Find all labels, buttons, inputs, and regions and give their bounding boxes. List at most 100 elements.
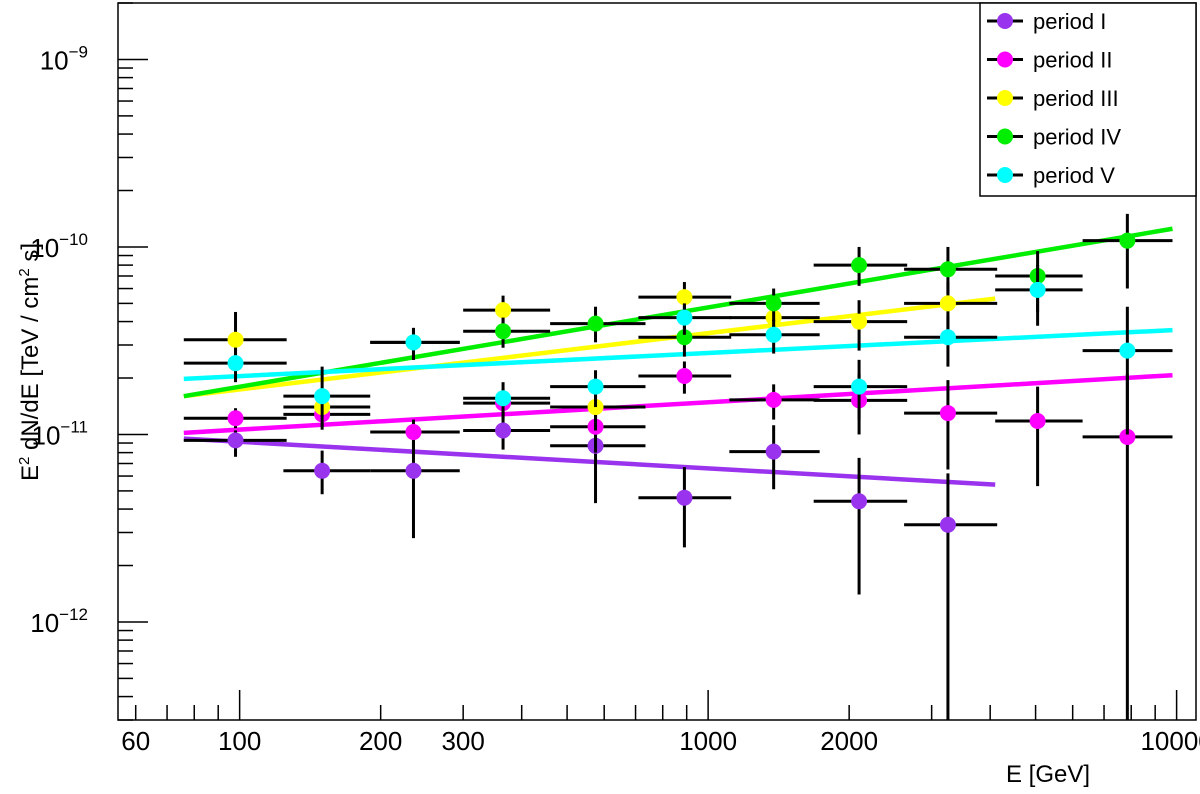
data-point xyxy=(904,380,998,470)
data-points xyxy=(183,213,1173,720)
y-tick-label: 10−11 xyxy=(32,417,89,450)
data-point xyxy=(370,432,460,539)
x-tick-label: 200 xyxy=(359,726,402,756)
data-point xyxy=(638,361,732,394)
marker-period-5 xyxy=(1029,281,1046,298)
y-axis-title: E2 dN/dE [TeV / cm2 s] xyxy=(16,243,44,481)
legend-label: period V xyxy=(1033,163,1115,188)
data-point xyxy=(183,430,287,457)
legend-item: period V xyxy=(987,163,1115,188)
data-point xyxy=(729,425,820,490)
data-point xyxy=(813,457,908,595)
marker-period-4 xyxy=(587,315,604,332)
data-point xyxy=(638,321,732,357)
marker-period-5 xyxy=(495,390,512,407)
data-point xyxy=(729,319,820,354)
marker-period-2 xyxy=(227,410,244,427)
marker-period-1 xyxy=(851,493,868,510)
x-tick-label: 1000 xyxy=(679,726,737,756)
fit-line-4 xyxy=(183,226,1173,399)
x-axis-title: E [GeV] xyxy=(1006,761,1090,788)
legend-label: period I xyxy=(1033,9,1106,34)
marker-period-4 xyxy=(1119,232,1136,249)
y-tick-label: 10−12 xyxy=(30,605,88,638)
legend-marker xyxy=(997,13,1013,29)
marker-period-2 xyxy=(939,405,956,422)
data-point xyxy=(283,366,371,417)
marker-period-5 xyxy=(851,378,868,395)
marker-period-4 xyxy=(939,261,956,278)
y-tick-label: 10−10 xyxy=(30,230,88,263)
x-tick-label: 300 xyxy=(441,726,484,756)
marker-period-5 xyxy=(765,326,782,343)
data-point xyxy=(904,473,998,720)
data-point xyxy=(183,347,287,383)
data-point xyxy=(729,384,820,420)
data-point xyxy=(550,306,646,343)
data-point xyxy=(904,315,998,367)
y-axis: 10−9 10−10 10−11 10−12 xyxy=(30,2,148,721)
x-tick-label: 60 xyxy=(121,726,150,756)
legend-marker xyxy=(997,167,1013,183)
marker-period-1 xyxy=(495,422,512,439)
legend-marker xyxy=(997,128,1013,145)
data-point xyxy=(813,359,908,420)
marker-period-1 xyxy=(227,432,244,449)
data-point xyxy=(638,467,732,548)
x-axis: 60 100 200 300 1000 2000 10000 xyxy=(121,690,1200,756)
marker-period-1 xyxy=(405,462,422,479)
marker-period-4 xyxy=(851,257,868,274)
marker-period-5 xyxy=(939,329,956,346)
y-tick-label: 10−9 xyxy=(40,42,88,75)
marker-period-3 xyxy=(851,313,868,330)
data-point xyxy=(283,450,371,495)
data-point xyxy=(463,382,551,417)
data-point xyxy=(370,327,460,360)
marker-period-5 xyxy=(227,355,244,372)
data-point xyxy=(183,408,287,429)
marker-period-5 xyxy=(314,388,331,405)
marker-period-5 xyxy=(405,334,422,351)
data-point xyxy=(904,246,998,295)
marker-period-5 xyxy=(587,378,604,395)
x-tick-label: 10000 xyxy=(1140,726,1200,756)
legend-marker xyxy=(997,51,1013,68)
data-point xyxy=(1082,306,1173,435)
legend-item: period II xyxy=(987,48,1113,73)
legend-label: period IV xyxy=(1033,125,1121,150)
marker-period-4 xyxy=(495,323,512,340)
marker-period-3 xyxy=(495,302,512,319)
data-point xyxy=(370,419,460,447)
marker-period-3 xyxy=(227,331,244,348)
data-point xyxy=(550,370,646,408)
marker-period-4 xyxy=(676,329,693,346)
legend-label: period II xyxy=(1033,48,1113,73)
data-point xyxy=(463,413,551,450)
marker-period-1 xyxy=(314,462,331,479)
fit-lines xyxy=(183,226,1173,487)
data-point xyxy=(729,288,820,322)
x-tick-label: 100 xyxy=(218,726,261,756)
data-point xyxy=(995,265,1083,326)
marker-period-3 xyxy=(676,289,693,306)
marker-period-4 xyxy=(765,295,782,312)
data-point xyxy=(813,246,908,286)
marker-period-2 xyxy=(1029,412,1046,429)
legend-item: period IV xyxy=(987,125,1121,150)
marker-period-2 xyxy=(765,391,782,408)
data-point xyxy=(995,386,1083,487)
legend-item: period III xyxy=(987,86,1119,111)
marker-period-1 xyxy=(676,489,693,506)
marker-period-1 xyxy=(765,443,782,460)
legend-item: period I xyxy=(987,9,1106,34)
marker-period-3 xyxy=(939,295,956,312)
marker-period-5 xyxy=(676,309,693,326)
data-point xyxy=(638,303,732,335)
marker-period-1 xyxy=(939,516,956,533)
marker-period-2 xyxy=(676,367,693,384)
data-point xyxy=(1082,213,1173,289)
data-point xyxy=(463,317,551,348)
marker-period-2 xyxy=(1119,428,1136,445)
data-point xyxy=(813,300,908,351)
